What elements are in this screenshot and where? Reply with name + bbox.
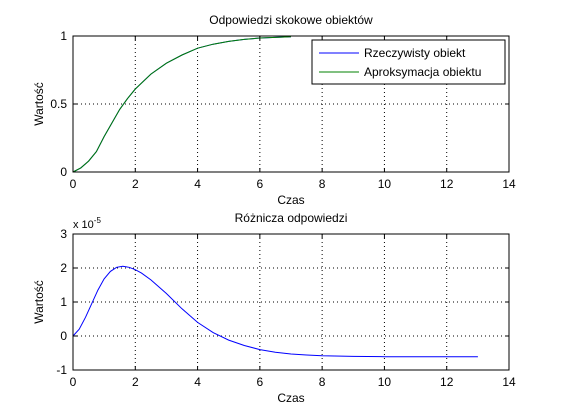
step-response-ticks: 0 2 4 6 8 10 12 14 0 0.5 1	[50, 29, 516, 191]
x-tick-label: 4	[194, 375, 201, 389]
difference-y-exponent: x 10-5	[73, 216, 101, 231]
x-tick-label: 4	[194, 177, 201, 191]
x-tick-label: 6	[257, 177, 264, 191]
difference-title: Różnicza odpowiedzi	[235, 211, 348, 225]
x-tick-label: 10	[378, 375, 392, 389]
x-tick-label: 14	[502, 375, 516, 389]
y-tick-label: 2	[60, 261, 67, 275]
step-response-series	[72, 36, 292, 173]
step-response-title: Odpowiedzi skokowe obiektów	[209, 13, 373, 27]
y-tick-label: 1	[60, 295, 67, 309]
difference-plot-area	[73, 234, 509, 370]
legend-entry-rzeczywisty: Rzeczywisty obiekt	[364, 46, 466, 60]
step-response-xlabel: Czas	[277, 193, 304, 207]
x-tick-label: 14	[502, 177, 516, 191]
x-tick-label: 0	[70, 177, 77, 191]
step-response-axes: 0 2 4 6 8 10 12 14 0 0.5 1 Odpowiedzi skokowe obie…	[32, 13, 516, 207]
x-tick-label: 12	[440, 177, 454, 191]
y-tick-label: 1	[60, 29, 67, 43]
legend-box	[311, 39, 506, 85]
y-tick-label: 0.5	[50, 97, 67, 111]
exponent-base: x 10	[73, 219, 94, 231]
difference-series	[72, 265, 478, 358]
x-tick-label: 8	[319, 375, 326, 389]
x-tick-label: 2	[132, 177, 139, 191]
x-tick-label: 0	[70, 375, 77, 389]
x-tick-label: 2	[132, 375, 139, 389]
difference-ylabel: Wartość	[32, 280, 46, 324]
y-tick-label: 3	[60, 227, 67, 241]
exponent-power: -5	[94, 216, 102, 225]
legend-entry-aproksymacja: Aproksymacja obiektu	[364, 65, 481, 79]
y-tick-label: 0	[60, 165, 67, 179]
legend: Rzeczywisty obiekt Aproksymacja obiektu	[311, 39, 506, 85]
difference-xlabel: Czas	[277, 391, 304, 405]
y-tick-label: -1	[56, 363, 67, 377]
step-response-grid	[73, 36, 509, 172]
difference-grid	[73, 234, 509, 370]
step-response-ylabel: Wartość	[32, 82, 46, 126]
x-tick-label: 6	[257, 375, 264, 389]
y-tick-label: 0	[60, 329, 67, 343]
x-tick-label: 8	[319, 177, 326, 191]
series-line-aproksymacja-obiektu	[72, 36, 292, 173]
x-tick-label: 10	[378, 177, 392, 191]
difference-series-line	[72, 265, 478, 358]
x-tick-label: 12	[440, 375, 454, 389]
